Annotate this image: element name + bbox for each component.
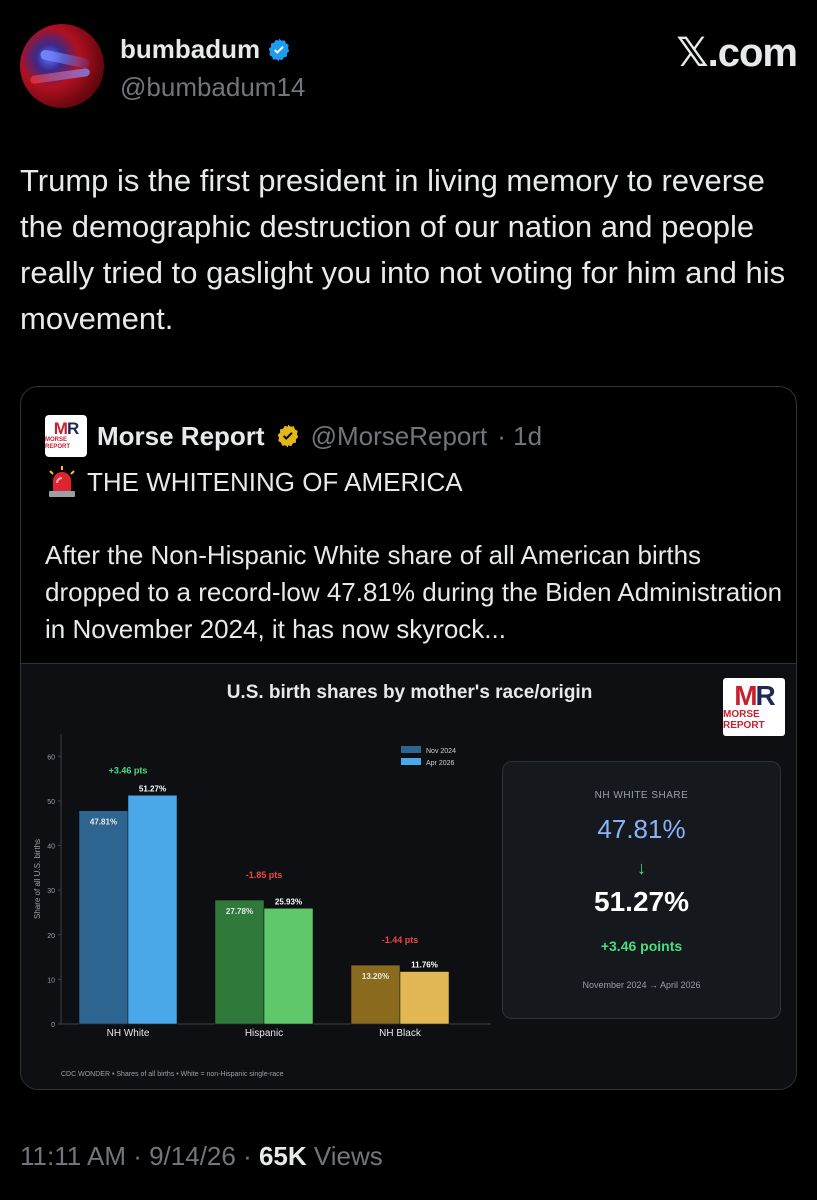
bar-value-label: 27.78% [226,907,253,916]
tweet-footer: 11:11 AM · 9/14/26 · 65K Views [20,1141,383,1172]
y-tick-label: 50 [47,799,55,806]
legend-label-apr: Apr 2026 [426,760,455,767]
stat-to-value: 51.27% [594,886,689,917]
quoted-tweet[interactable]: MR MORSE REPORT Morse Report @MorseRepor… [20,386,797,1090]
y-tick-label: 10 [47,977,55,984]
quote-logo-text: MORSE REPORT [45,437,71,450]
bar-value-label: 11.76% [411,961,438,970]
y-tick-label: 30 [47,888,55,895]
chart-logo: MR MORSE REPORT [723,678,785,736]
bar-value-label: 47.81% [90,818,117,827]
tweet-header: bumbadum @bumbadum14 𝕏.com [20,24,798,114]
author-handle[interactable]: @bumbadum14 [120,72,306,102]
author-name-row[interactable]: bumbadum [120,34,292,65]
legend-label-nov: Nov 2024 [426,748,456,755]
y-axis-title: Share of all U.S. births [33,839,42,919]
tweet-timestamp[interactable]: 11:11 AM · 9/14/26 · [20,1141,259,1171]
y-tick-label: 20 [47,933,55,940]
chart-title: U.S. birth shares by mother's race/origi… [226,682,593,703]
quote-headline-row: THE WHITENING OF AMERICA [45,465,463,499]
bar-nov [350,964,401,1025]
stat-range: November 2024 → April 2026 [582,980,701,990]
x-category-label: NH White [107,1028,150,1039]
gold-verified-icon [277,424,298,448]
chart-source: CDC WONDER • Shares of all births • Whit… [61,1071,284,1078]
delta-label: +3.46 pts [109,765,148,775]
legend-swatch-apr [401,758,421,765]
chart-logo-text: MORSE REPORT [723,709,765,731]
stat-box: NH WHITE SHARE 47.81% ↓ 51.27% +3.46 poi… [502,761,781,1019]
views-label: Views [306,1141,383,1171]
delta-label: -1.85 pts [246,870,283,880]
author-display-name[interactable]: bumbadum [120,34,261,64]
quote-author-handle[interactable]: @MorseReport [310,420,488,451]
x-category-label: NH Black [379,1028,422,1039]
verified-badge-icon [268,38,290,61]
bar-apr [399,971,450,1025]
quote-header: MR MORSE REPORT Morse Report @MorseRepor… [45,415,542,457]
avatar[interactable] [20,24,104,108]
chart-image[interactable]: 0 10 20 30 40 50 60 Share of all U.S. births 47.… [21,663,796,1089]
y-tick-label: 40 [47,844,55,851]
legend-swatch-nov [401,746,421,753]
bar-value-label: 13.20% [362,972,389,981]
chart-logo-mark: MR [734,680,776,711]
quote-avatar[interactable]: MR MORSE REPORT [45,415,87,457]
bar-value-label: 25.93% [275,897,302,906]
stat-from-value: 47.81% [597,814,686,844]
stat-delta: +3.46 points [600,938,683,954]
bar-nov [78,810,129,1025]
bar-chart: 0 10 20 30 40 50 60 Share of all U.S. births 47.… [33,734,491,1039]
stat-arrow-icon: ↓ [637,858,646,878]
quote-body: After the Non-Hispanic White share of al… [45,540,783,644]
quote-headline: THE WHITENING OF AMERICA [87,466,463,497]
x-category-label: Hispanic [245,1028,283,1039]
siren-icon [49,466,75,497]
x-logo: 𝕏.com [676,31,798,75]
quote-author-name[interactable]: Morse Report [97,420,265,451]
quote-timestamp[interactable]: · 1d [497,420,543,451]
bar-nov [214,899,265,1025]
tweet-text: Trump is the first president in living m… [20,163,786,336]
delta-label: -1.44 pts [382,935,419,945]
bar-apr [127,795,178,1025]
bar-apr [263,908,314,1025]
y-tick-label: 0 [51,1022,55,1029]
y-tick-label: 60 [47,754,55,761]
quote-logo-mark: MR [53,419,79,438]
views-count[interactable]: 65K [258,1141,307,1171]
stat-label: NH WHITE SHARE [594,790,689,801]
bar-value-label: 51.27% [139,784,166,793]
